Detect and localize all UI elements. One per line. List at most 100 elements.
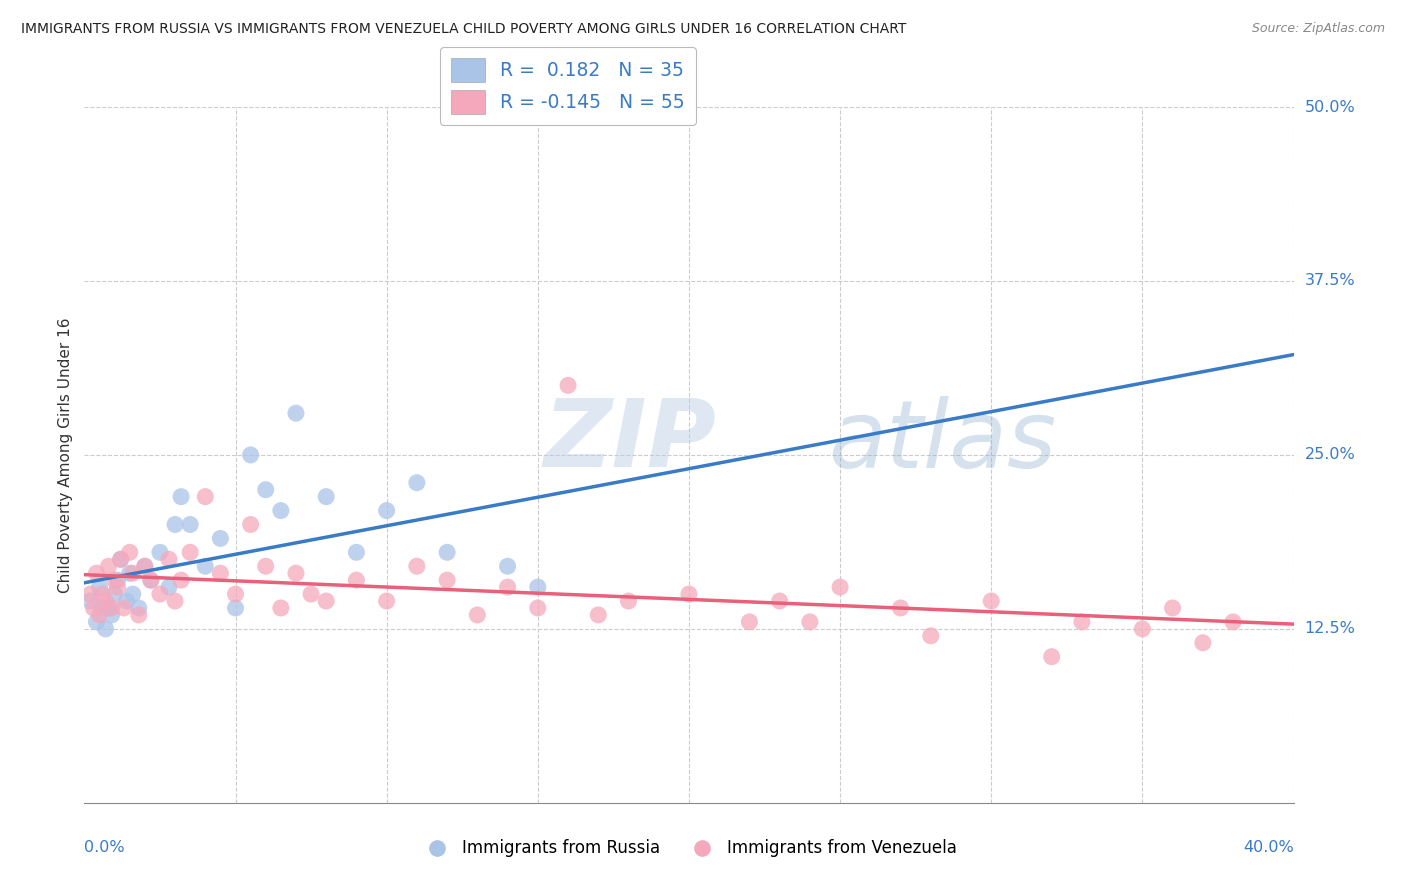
Point	[91, 601, 114, 615]
Point	[128, 601, 150, 615]
Point	[436, 545, 458, 559]
Point	[890, 601, 912, 615]
Point	[1161, 601, 1184, 615]
Point	[527, 601, 550, 615]
Point	[239, 517, 262, 532]
Point	[467, 607, 489, 622]
Point	[157, 580, 180, 594]
Point	[94, 594, 117, 608]
Point	[134, 559, 156, 574]
Point	[617, 594, 640, 608]
Point	[110, 552, 132, 566]
Y-axis label: Child Poverty Among Girls Under 16: Child Poverty Among Girls Under 16	[58, 318, 73, 592]
Point	[115, 594, 138, 608]
Point	[980, 594, 1002, 608]
Point	[94, 622, 117, 636]
Text: 0.0%: 0.0%	[84, 839, 125, 855]
Point	[209, 566, 232, 581]
Point	[830, 580, 852, 594]
Point	[588, 607, 610, 622]
Point	[270, 503, 292, 517]
Point	[1040, 649, 1063, 664]
Point	[89, 580, 111, 594]
Point	[799, 615, 821, 629]
Point	[496, 580, 519, 594]
Text: 40.0%: 40.0%	[1243, 839, 1294, 855]
Text: ZIP: ZIP	[544, 395, 717, 487]
Point	[165, 517, 187, 532]
Point	[285, 406, 308, 420]
Point	[107, 580, 129, 594]
Point	[1222, 615, 1244, 629]
Legend: Immigrants from Russia, Immigrants from Venezuela: Immigrants from Russia, Immigrants from …	[415, 833, 963, 864]
Point	[104, 573, 127, 587]
Point	[179, 517, 201, 532]
Point	[285, 566, 308, 581]
Point	[79, 587, 101, 601]
Text: 37.5%: 37.5%	[1305, 274, 1355, 288]
Point	[121, 587, 143, 601]
Point	[225, 601, 247, 615]
Point	[149, 545, 172, 559]
Point	[557, 378, 579, 392]
Point	[738, 615, 761, 629]
Point	[346, 573, 368, 587]
Text: 50.0%: 50.0%	[1305, 100, 1355, 114]
Point	[239, 448, 262, 462]
Point	[157, 552, 180, 566]
Point	[121, 566, 143, 581]
Point	[315, 490, 337, 504]
Point	[920, 629, 942, 643]
Point	[678, 587, 700, 601]
Point	[1071, 615, 1094, 629]
Point	[270, 601, 292, 615]
Text: Source: ZipAtlas.com: Source: ZipAtlas.com	[1251, 22, 1385, 36]
Point	[139, 573, 162, 587]
Point	[104, 587, 127, 601]
Point	[194, 490, 217, 504]
Point	[527, 580, 550, 594]
Point	[315, 594, 337, 608]
Point	[100, 607, 122, 622]
Point	[299, 587, 322, 601]
Text: atlas: atlas	[828, 395, 1056, 486]
Point	[406, 475, 429, 490]
Point	[79, 594, 101, 608]
Point	[209, 532, 232, 546]
Point	[1192, 636, 1215, 650]
Point	[112, 601, 135, 615]
Point	[97, 601, 120, 615]
Point	[170, 573, 193, 587]
Point	[139, 573, 162, 587]
Point	[110, 552, 132, 566]
Point	[170, 490, 193, 504]
Point	[496, 559, 519, 574]
Point	[194, 559, 217, 574]
Point	[91, 587, 114, 601]
Point	[769, 594, 792, 608]
Text: IMMIGRANTS FROM RUSSIA VS IMMIGRANTS FROM VENEZUELA CHILD POVERTY AMONG GIRLS UN: IMMIGRANTS FROM RUSSIA VS IMMIGRANTS FRO…	[21, 22, 907, 37]
Point	[254, 559, 277, 574]
Point	[346, 545, 368, 559]
Point	[89, 607, 111, 622]
Text: 25.0%: 25.0%	[1305, 448, 1355, 462]
Point	[254, 483, 277, 497]
Point	[149, 587, 172, 601]
Point	[375, 594, 398, 608]
Point	[86, 566, 108, 581]
Point	[134, 559, 156, 574]
Point	[406, 559, 429, 574]
Point	[118, 566, 141, 581]
Point	[225, 587, 247, 601]
Point	[179, 545, 201, 559]
Point	[97, 559, 120, 574]
Point	[436, 573, 458, 587]
Point	[86, 615, 108, 629]
Point	[128, 607, 150, 622]
Point	[1132, 622, 1154, 636]
Point	[82, 601, 104, 615]
Text: 12.5%: 12.5%	[1305, 622, 1355, 636]
Point	[118, 545, 141, 559]
Point	[375, 503, 398, 517]
Point	[107, 573, 129, 587]
